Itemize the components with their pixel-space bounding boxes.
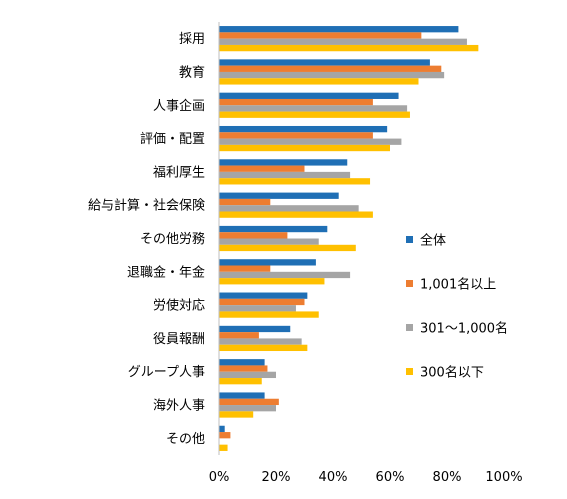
category-label: 海外人事 bbox=[153, 399, 205, 414]
bar-4-series-2 bbox=[219, 132, 373, 139]
bar-5-series-3 bbox=[219, 171, 351, 179]
bar-6-series-1 bbox=[219, 192, 339, 199]
legend-label: 301～1,000名 bbox=[420, 321, 508, 337]
bar-6-series-2 bbox=[219, 198, 271, 206]
bar-9-series-4 bbox=[219, 311, 319, 318]
bar-7-series-1 bbox=[219, 225, 328, 233]
bar-1-series-1 bbox=[219, 26, 459, 33]
x-tick-label: 40% bbox=[319, 470, 348, 485]
bar-9-series-2 bbox=[219, 298, 305, 306]
bar-7-series-4 bbox=[219, 244, 356, 252]
bars-group bbox=[219, 26, 479, 451]
bar-5-series-1 bbox=[219, 159, 348, 166]
category-label: グループ人事 bbox=[128, 365, 205, 380]
bar-2-series-4 bbox=[219, 78, 419, 85]
bar-4-series-4 bbox=[219, 144, 390, 152]
category-label: その他労務 bbox=[140, 232, 205, 247]
bar-10-series-2 bbox=[219, 332, 259, 339]
bar-2-series-2 bbox=[219, 65, 442, 72]
bar-13-series-4 bbox=[219, 444, 228, 451]
bar-13-series-2 bbox=[219, 432, 231, 439]
legend-swatch bbox=[406, 368, 413, 375]
x-tick-label: 20% bbox=[262, 470, 291, 485]
category-label: 役員報酬 bbox=[153, 332, 205, 347]
category-label: 労使対応 bbox=[153, 298, 205, 314]
legend-label: 全体 bbox=[420, 233, 446, 249]
bar-11-series-3 bbox=[219, 371, 276, 379]
bar-9-series-3 bbox=[219, 305, 296, 312]
category-label: 退職金・年金 bbox=[127, 264, 205, 280]
bar-10-series-4 bbox=[219, 344, 308, 352]
legend-label: 1,001名以上 bbox=[420, 277, 496, 293]
category-label: 教育 bbox=[179, 64, 205, 80]
category-labels: 採用教育人事企画評価・配置福利厚生給与計算・社会保険その他労務退職金・年金労使対… bbox=[88, 32, 205, 447]
bar-8-series-4 bbox=[219, 278, 325, 285]
x-tick-label: 60% bbox=[376, 470, 405, 485]
bar-12-series-3 bbox=[219, 405, 276, 412]
bar-1-series-3 bbox=[219, 38, 467, 45]
bar-11-series-4 bbox=[219, 378, 262, 385]
category-label: 福利厚生 bbox=[153, 165, 205, 180]
category-label: 採用 bbox=[179, 32, 205, 47]
bar-11-series-1 bbox=[219, 359, 265, 366]
legend-label: 300名以下 bbox=[420, 365, 484, 381]
bar-6-series-4 bbox=[219, 211, 373, 218]
bar-7-series-2 bbox=[219, 232, 288, 239]
bar-11-series-2 bbox=[219, 365, 268, 372]
bar-5-series-4 bbox=[219, 178, 371, 185]
legend-swatch bbox=[406, 236, 413, 243]
bar-12-series-4 bbox=[219, 411, 254, 418]
bar-8-series-1 bbox=[219, 259, 316, 266]
bar-3-series-2 bbox=[219, 98, 373, 106]
bar-4-series-3 bbox=[219, 138, 402, 145]
bar-12-series-2 bbox=[219, 398, 279, 406]
x-tick-label: 0% bbox=[209, 470, 230, 485]
x-tick-label: 80% bbox=[433, 470, 462, 485]
bar-3-series-1 bbox=[219, 92, 399, 99]
bar-1-series-4 bbox=[219, 44, 479, 52]
bar-5-series-2 bbox=[219, 165, 305, 172]
bar-4-series-1 bbox=[219, 125, 388, 133]
bar-2-series-3 bbox=[219, 71, 445, 79]
bar-10-series-3 bbox=[219, 338, 302, 345]
bar-8-series-2 bbox=[219, 265, 271, 272]
bar-10-series-1 bbox=[219, 325, 291, 333]
bar-13-series-1 bbox=[219, 425, 225, 433]
legend-swatch bbox=[406, 324, 413, 331]
x-tick-label: 100% bbox=[485, 470, 522, 485]
category-label: 人事企画 bbox=[153, 98, 205, 114]
bar-2-series-1 bbox=[219, 59, 430, 66]
legend: 全体 1,001名以上 301～1,000名 300名以下 bbox=[406, 233, 508, 381]
bar-1-series-2 bbox=[219, 32, 422, 39]
category-label: その他 bbox=[166, 432, 205, 447]
category-label: 評価・配置 bbox=[140, 132, 205, 147]
legend-swatch bbox=[406, 280, 413, 287]
bar-8-series-3 bbox=[219, 271, 351, 279]
bar-7-series-3 bbox=[219, 238, 319, 245]
bar-12-series-1 bbox=[219, 392, 265, 399]
category-label: 給与計算・社会保険 bbox=[88, 198, 205, 214]
bar-6-series-3 bbox=[219, 205, 359, 212]
bar-3-series-3 bbox=[219, 105, 408, 112]
bar-9-series-1 bbox=[219, 292, 308, 299]
x-tick-labels: 0% 20% 40% 60% 80% 100% bbox=[209, 470, 523, 485]
bar-3-series-4 bbox=[219, 111, 410, 118]
